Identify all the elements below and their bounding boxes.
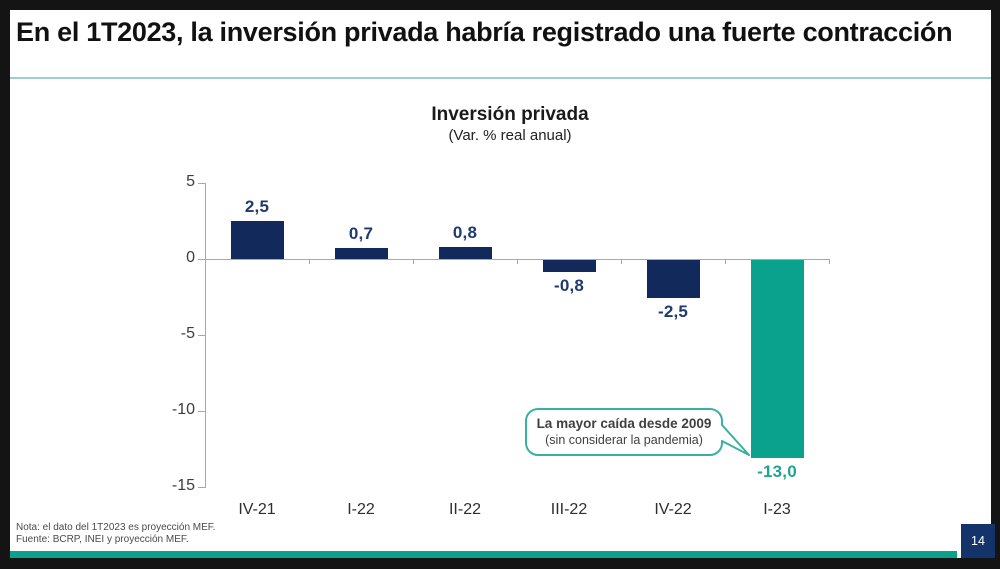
- x-tick-label: I-23: [763, 501, 791, 518]
- y-axis-tick: [198, 487, 205, 488]
- footnote: Nota: el dato del 1T2023 es proyección M…: [16, 522, 216, 546]
- bar-I-22: [334, 248, 388, 259]
- y-axis-tick: [198, 335, 205, 336]
- y-tick-label: 0: [186, 249, 195, 266]
- page-number: 14: [971, 534, 985, 548]
- x-axis-tick: [517, 259, 518, 264]
- annotation-line1: La mayor caída desde 2009: [536, 416, 712, 431]
- x-axis-tick: [725, 259, 726, 264]
- x-axis-tick: [621, 259, 622, 264]
- y-tick-label: 5: [186, 173, 195, 190]
- page-number-badge: 14: [961, 524, 995, 558]
- source-line: Fuente: BCRP, INEI y proyección MEF.: [16, 534, 189, 545]
- chart-subtitle: (Var. % real anual): [448, 127, 572, 144]
- annotation-line2: (sin considerar la pandemia): [545, 433, 703, 447]
- x-axis-tick: [829, 259, 830, 264]
- chart-header: Inversión privada (Var. % real anual): [200, 104, 820, 145]
- title-underline: [10, 77, 991, 79]
- x-axis-tick: [309, 259, 310, 264]
- y-tick-label: -15: [171, 477, 195, 494]
- bar-IV-22: [646, 260, 700, 298]
- x-tick-label: I-22: [347, 501, 375, 518]
- bar-chart: 5 0 -5 -10 -15 2,5 IV-21 0,7 I-22 0,8 II-22 -0,8 III…: [172, 173, 830, 518]
- x-axis-tick: [413, 259, 414, 264]
- y-axis-tick: [198, 411, 205, 412]
- bar-value-label: 2,5: [244, 197, 270, 216]
- y-axis-tick: [198, 259, 205, 260]
- x-tick-label: III-22: [550, 501, 588, 518]
- bar-value-label: 0,7: [348, 224, 374, 244]
- slide-title: En el 1T2023, la inversión privada habrí…: [16, 17, 953, 47]
- bottom-accent-bar: [10, 551, 957, 558]
- bar-II-22: [438, 246, 492, 259]
- slide: En el 1T2023, la inversión privada habrí…: [10, 10, 995, 558]
- y-axis-tick: [198, 183, 205, 184]
- annotation-text: La mayor caída desde 2009 (sin considera…: [525, 415, 723, 448]
- y-tick-label: -10: [171, 401, 195, 418]
- bar-value-label: -2,5: [657, 302, 689, 321]
- bar-value-label: -13,0: [757, 461, 797, 481]
- note-line: Nota: el dato del 1T2023 es proyección M…: [16, 522, 216, 533]
- bar-IV-21: [230, 221, 284, 259]
- x-tick-label: IV-22: [654, 501, 692, 518]
- bar-III-22: [542, 260, 596, 273]
- chart-title: Inversión privada: [431, 104, 589, 125]
- y-axis-line: [205, 183, 206, 488]
- x-tick-label: IV-21: [238, 501, 276, 518]
- bar-I-23: [750, 260, 804, 458]
- y-tick-label: -5: [180, 325, 195, 342]
- bar-value-label: -0,8: [553, 276, 585, 296]
- bar-value-label: 0,8: [452, 222, 478, 242]
- speech-bubble-icon: [525, 408, 750, 456]
- x-tick-label: II-22: [448, 501, 481, 518]
- annotation-callout: La mayor caída desde 2009 (sin considera…: [525, 408, 751, 460]
